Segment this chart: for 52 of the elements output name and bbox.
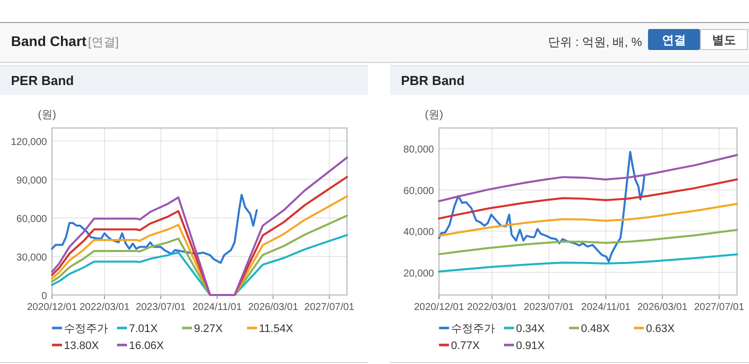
line-series	[438, 228, 738, 256]
legend-label: 수정주가	[451, 323, 495, 335]
line-series	[438, 253, 738, 272]
x-tick-label: 2024/11/01	[581, 302, 631, 313]
x-tick-label: 2027/07/01	[694, 302, 745, 313]
x-tick-label: 2027/07/01	[304, 302, 355, 313]
y-tick-label: 0	[41, 291, 48, 302]
legend-label: 0.77X	[451, 340, 480, 352]
x-tick-label: 2024/11/01	[192, 302, 242, 313]
x-tick-label: 2023/07/01	[524, 302, 574, 313]
legend-label: 0.34X	[516, 323, 546, 335]
y-tick-label: 120,000	[10, 136, 48, 148]
line-series	[438, 178, 738, 220]
line-series	[438, 202, 738, 237]
x-tick-label: 2020/12/01	[414, 302, 464, 313]
x-tick-label: 2026/03/01	[637, 302, 688, 313]
text: 연결	[662, 33, 686, 47]
y-tick-label: 60,000	[16, 214, 48, 225]
text: Band Chart	[11, 33, 87, 49]
text: 단위 : 억원, 배, %	[548, 35, 642, 49]
chart-title: PBR Band	[401, 73, 465, 88]
line-series	[51, 195, 348, 296]
chart-title: PER Band	[11, 73, 74, 88]
x-tick-label: 2020/12/01	[26, 302, 78, 313]
x-tick-label: 2022/03/01	[467, 302, 518, 313]
legend-label: 0.48X	[581, 323, 610, 335]
legend-label: 13.80X	[64, 340, 100, 352]
line-series	[438, 150, 646, 263]
legend-label: 7.01X	[129, 323, 158, 335]
line-series	[51, 214, 348, 296]
y-axis-title: (원)	[38, 109, 56, 121]
line-series	[438, 154, 738, 202]
y-axis-title: (원)	[424, 109, 444, 121]
text: 별도	[712, 33, 736, 47]
legend-label: 16.06X	[129, 340, 165, 352]
text: [연결]	[88, 35, 119, 49]
y-tick-label: 40,000	[403, 227, 434, 238]
y-tick-label: 20,000	[403, 268, 434, 280]
legend-label: 0.63X	[646, 323, 676, 335]
y-tick-label: 80,000	[403, 144, 434, 156]
y-tick-label: 60,000	[403, 186, 434, 197]
legend-label: 수정주가	[64, 323, 108, 335]
x-tick-label: 2026/03/01	[248, 302, 299, 313]
legend-label: 11.54X	[259, 323, 294, 335]
line-series	[51, 234, 348, 296]
line-series	[51, 194, 258, 264]
y-tick-label: 90,000	[16, 175, 48, 186]
x-tick-label: 2022/03/01	[79, 302, 130, 313]
y-tick-label: 30,000	[16, 252, 48, 264]
legend-label: 0.91X	[516, 340, 546, 352]
legend-label: 9.27X	[194, 323, 224, 335]
x-tick-label: 2023/07/01	[136, 302, 186, 313]
